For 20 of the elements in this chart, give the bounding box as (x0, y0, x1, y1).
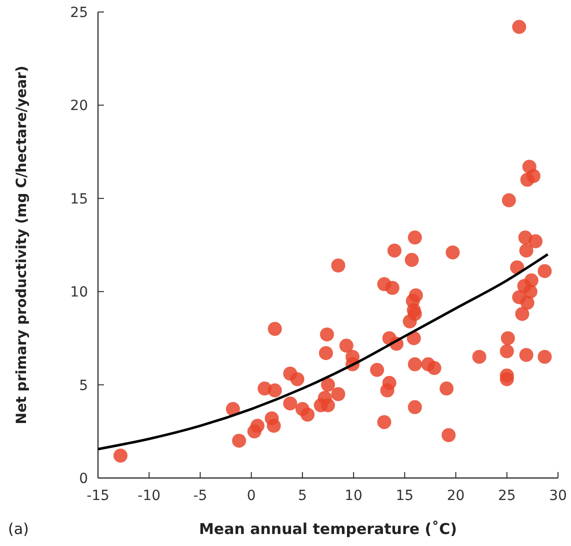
x-axis-title: Mean annual temperature (˚C) (198, 520, 458, 538)
line-series (96, 253, 550, 450)
text: (a) (8, 520, 29, 538)
x-tick-label: -5 (193, 488, 208, 504)
y-axis-title: Net primary productivity (mg C/hectare/year) (14, 66, 30, 424)
y-tick-label: 10 (70, 284, 88, 301)
x-tick-label: -10 (138, 488, 161, 504)
x-tick-label: -15 (86, 488, 110, 504)
y-tick-label: 0 (79, 471, 88, 487)
y-tick-label: 20 (70, 98, 88, 114)
x-tick-label: 15 (396, 488, 414, 504)
x-tick-label: 5 (298, 488, 307, 504)
y-tick-label: 15 (70, 191, 88, 208)
x-tick-label: 30 (549, 488, 567, 504)
y-tick-label: 5 (79, 378, 88, 394)
x-tick-label: 20 (446, 488, 465, 504)
y-tick-label: 25 (70, 5, 88, 21)
x-tick-label: 0 (246, 488, 256, 504)
x-tick-label: 25 (498, 488, 516, 504)
x-tick-label: 10 (344, 488, 362, 504)
